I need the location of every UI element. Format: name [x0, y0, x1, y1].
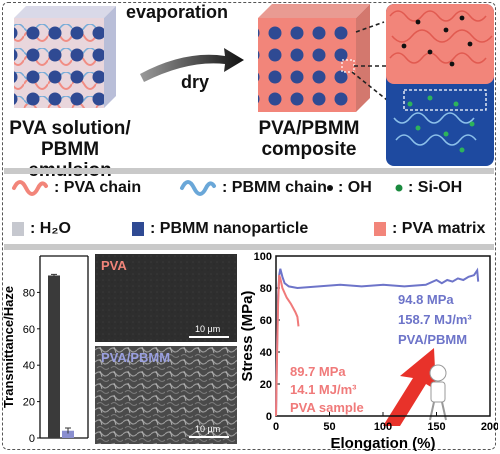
- sem-label-pva: PVA: [101, 258, 127, 273]
- dry-label: dry: [180, 72, 209, 92]
- annotation-pva-strength: 89.7 MPa: [290, 364, 346, 379]
- annotation-pbmm-strength: 94.8 MPa: [398, 292, 454, 307]
- pva-chain-symbol: [12, 180, 48, 196]
- line-y-axis-label: Stress (MPa): [239, 291, 256, 382]
- bar-y-tick-label: 0: [29, 433, 35, 445]
- pbmm-chain-symbol: [180, 180, 216, 196]
- bar-y-tick-label: 20: [23, 397, 35, 409]
- h2o-swatch: [12, 222, 24, 236]
- scale-text-top: 10 μm: [195, 324, 221, 334]
- line-x-tick-label: 200: [481, 421, 498, 433]
- scale-text-bottom: 10 μm: [195, 424, 221, 434]
- line-x-tick-label: 150: [427, 421, 445, 433]
- line-x-tick-label: 0: [273, 421, 279, 433]
- bar-chart: 0 20 40 60 80 Transmittance/Haze: [1, 255, 89, 445]
- legend-pva-matrix: : PVA matrix: [392, 220, 486, 237]
- evaporation-label: evaporation: [125, 2, 229, 22]
- legend-sioh: : Si-OH: [408, 179, 463, 196]
- bar-1: [62, 430, 74, 438]
- sem-label-pva-pbmm: PVA/PBMM: [101, 350, 171, 365]
- bar-y-tick-label: 40: [23, 360, 35, 372]
- line-x-tick-label: 50: [323, 421, 335, 433]
- scale-bar-top: [189, 336, 229, 338]
- separator-top: [4, 168, 494, 174]
- solution-cube: [14, 6, 116, 108]
- composite-caption-line1: PVA/PBMM: [258, 118, 360, 139]
- composite-caption-line2: composite: [261, 139, 357, 160]
- line-y-tick-label: 80: [260, 283, 272, 295]
- solution-caption-line1: PVA solution/: [9, 118, 131, 139]
- line-y-tick-label: 40: [260, 347, 272, 359]
- zoom-panel: [386, 4, 494, 166]
- scale-bar-bottom: [189, 436, 229, 438]
- sem-image-pva: PVA 10 μm: [95, 254, 237, 342]
- legend-pbmm-nanoparticle: : PBMM nanoparticle: [150, 220, 309, 237]
- legend-symbols: [12, 180, 403, 236]
- bar-y-tick-label: 60: [23, 324, 35, 336]
- oh-dot: [327, 185, 333, 191]
- separator-bottom: [4, 244, 494, 250]
- series-line-0: [275, 267, 480, 417]
- annotation-pbmm-name: PVA/PBMM: [398, 332, 467, 347]
- stress-strain-chart: 0 20 40 60 80 100 0 50 100 150 200 Elongation (%) St…: [239, 251, 498, 452]
- line-y-tick-label: 0: [266, 411, 272, 423]
- legend-pva-chain: : PVA chain: [54, 179, 142, 196]
- line-x-axis-label: Elongation (%): [331, 435, 436, 452]
- line-y-tick-label: 100: [254, 251, 272, 263]
- legend-oh: : OH: [338, 179, 372, 196]
- pva-matrix-swatch: [374, 222, 386, 236]
- line-y-tick-label: 60: [260, 315, 272, 327]
- bar-y-axis-label: Transmittance/Haze: [1, 286, 16, 408]
- process-arrow: [140, 48, 244, 82]
- line-x-tick-label: 100: [374, 421, 392, 433]
- pbmm-np-swatch: [132, 222, 144, 236]
- bar-y-tick-label: 80: [23, 287, 35, 299]
- series-line-1: [275, 274, 300, 417]
- line-y-tick-label: 20: [260, 379, 272, 391]
- annotation-pva-toughness: 14.1 MJ/m³: [290, 382, 357, 397]
- annotation-pbmm-toughness: 158.7 MJ/m³: [398, 312, 472, 327]
- composite-cube: [258, 4, 370, 112]
- sioh-dot: [395, 184, 403, 192]
- outer-dashed-frame: [2, 2, 496, 450]
- annotation-pva-name: PVA sample: [290, 400, 364, 415]
- strong-arm-figure: [383, 348, 447, 426]
- legend-pbmm-chain: : PBMM chain: [222, 179, 327, 196]
- top-schematic: [14, 4, 494, 166]
- legend-h2o: : H₂O: [30, 220, 71, 237]
- zoom-arrows: [351, 21, 393, 105]
- sem-image-pva-pbmm: PVA/PBMM 10 μm: [95, 346, 237, 444]
- bar-0: [48, 275, 60, 438]
